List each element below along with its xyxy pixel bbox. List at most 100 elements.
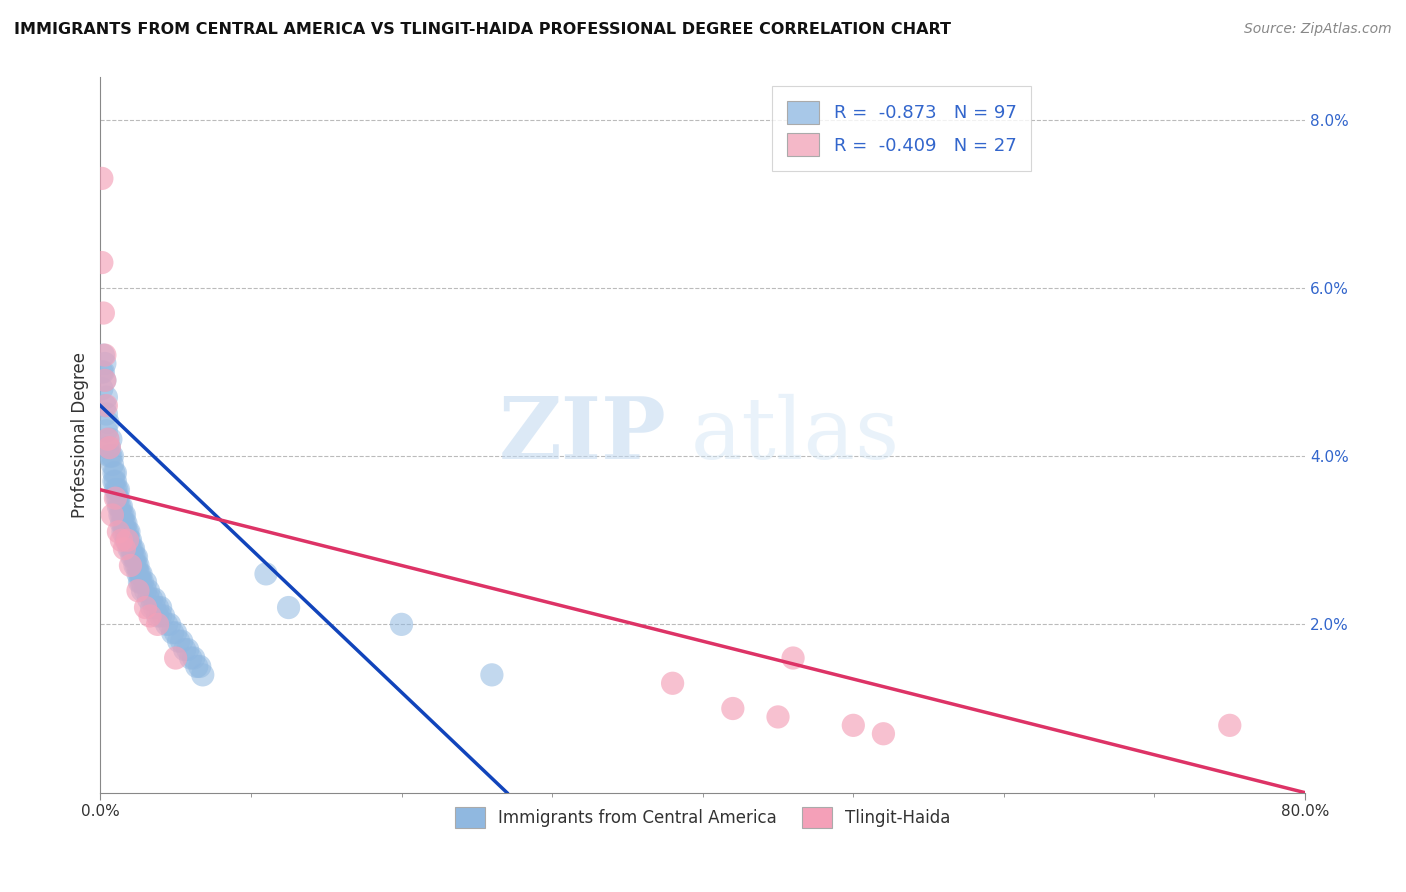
Point — [90, 382, 112, 396]
Point — [173, 642, 195, 657]
Point — [104, 483, 127, 497]
Point — [129, 566, 152, 581]
Point — [120, 541, 142, 556]
Point — [165, 625, 187, 640]
Point — [94, 373, 117, 387]
Point — [101, 449, 124, 463]
Point — [165, 651, 187, 665]
Point — [96, 424, 118, 438]
Point — [103, 475, 125, 489]
Point — [481, 668, 503, 682]
Point — [98, 441, 121, 455]
Point — [183, 651, 205, 665]
Point — [110, 508, 132, 522]
Point — [143, 592, 166, 607]
Point — [104, 475, 127, 489]
Point — [107, 483, 129, 497]
Point — [115, 516, 138, 531]
Point — [111, 516, 134, 531]
Point — [129, 575, 152, 590]
Y-axis label: Professional Degree: Professional Degree — [72, 352, 89, 518]
Point — [176, 642, 198, 657]
Point — [138, 592, 160, 607]
Point — [115, 533, 138, 548]
Point — [90, 255, 112, 269]
Point — [128, 566, 150, 581]
Point — [114, 508, 136, 522]
Point — [110, 533, 132, 548]
Point — [96, 407, 118, 421]
Point — [128, 575, 150, 590]
Point — [146, 609, 169, 624]
Point — [872, 727, 894, 741]
Point — [146, 600, 169, 615]
Point — [104, 491, 127, 505]
Point — [94, 373, 117, 387]
Point — [94, 357, 117, 371]
Point — [1219, 718, 1241, 732]
Point — [98, 441, 121, 455]
Point — [111, 524, 134, 539]
Point — [107, 491, 129, 505]
Legend: Immigrants from Central America, Tlingit-Haida: Immigrants from Central America, Tlingit… — [449, 801, 957, 834]
Point — [141, 600, 163, 615]
Point — [107, 524, 129, 539]
Point — [93, 365, 115, 379]
Point — [186, 659, 208, 673]
Point — [156, 617, 179, 632]
Point — [98, 449, 121, 463]
Point — [152, 609, 174, 624]
Point — [105, 491, 128, 505]
Point — [131, 575, 153, 590]
Point — [93, 306, 115, 320]
Point — [120, 533, 142, 548]
Point — [108, 500, 131, 514]
Point — [159, 617, 181, 632]
Point — [110, 516, 132, 531]
Point — [121, 550, 143, 565]
Point — [114, 516, 136, 531]
Point — [103, 466, 125, 480]
Point — [111, 508, 134, 522]
Point — [391, 617, 413, 632]
Point — [149, 609, 172, 624]
Point — [122, 541, 145, 556]
Point — [143, 600, 166, 615]
Point — [118, 541, 141, 556]
Point — [97, 432, 120, 446]
Text: ZIP: ZIP — [499, 393, 666, 477]
Point — [167, 634, 190, 648]
Point — [146, 617, 169, 632]
Point — [107, 500, 129, 514]
Point — [96, 390, 118, 404]
Point — [149, 600, 172, 615]
Point — [180, 651, 202, 665]
Point — [254, 566, 277, 581]
Point — [117, 533, 139, 548]
Point — [94, 399, 117, 413]
Point — [115, 524, 138, 539]
Point — [141, 592, 163, 607]
Point — [110, 500, 132, 514]
Point — [170, 634, 193, 648]
Point — [277, 600, 299, 615]
Point — [766, 710, 789, 724]
Text: atlas: atlas — [690, 393, 900, 476]
Point — [124, 550, 146, 565]
Point — [127, 566, 149, 581]
Point — [108, 508, 131, 522]
Point — [105, 483, 128, 497]
Point — [162, 625, 184, 640]
Point — [101, 458, 124, 472]
Point — [127, 583, 149, 598]
Point — [100, 449, 122, 463]
Point — [117, 533, 139, 548]
Point — [118, 533, 141, 548]
Point — [122, 550, 145, 565]
Point — [131, 583, 153, 598]
Text: Source: ZipAtlas.com: Source: ZipAtlas.com — [1244, 22, 1392, 37]
Point — [782, 651, 804, 665]
Point — [188, 659, 211, 673]
Point — [842, 718, 865, 732]
Point — [121, 541, 143, 556]
